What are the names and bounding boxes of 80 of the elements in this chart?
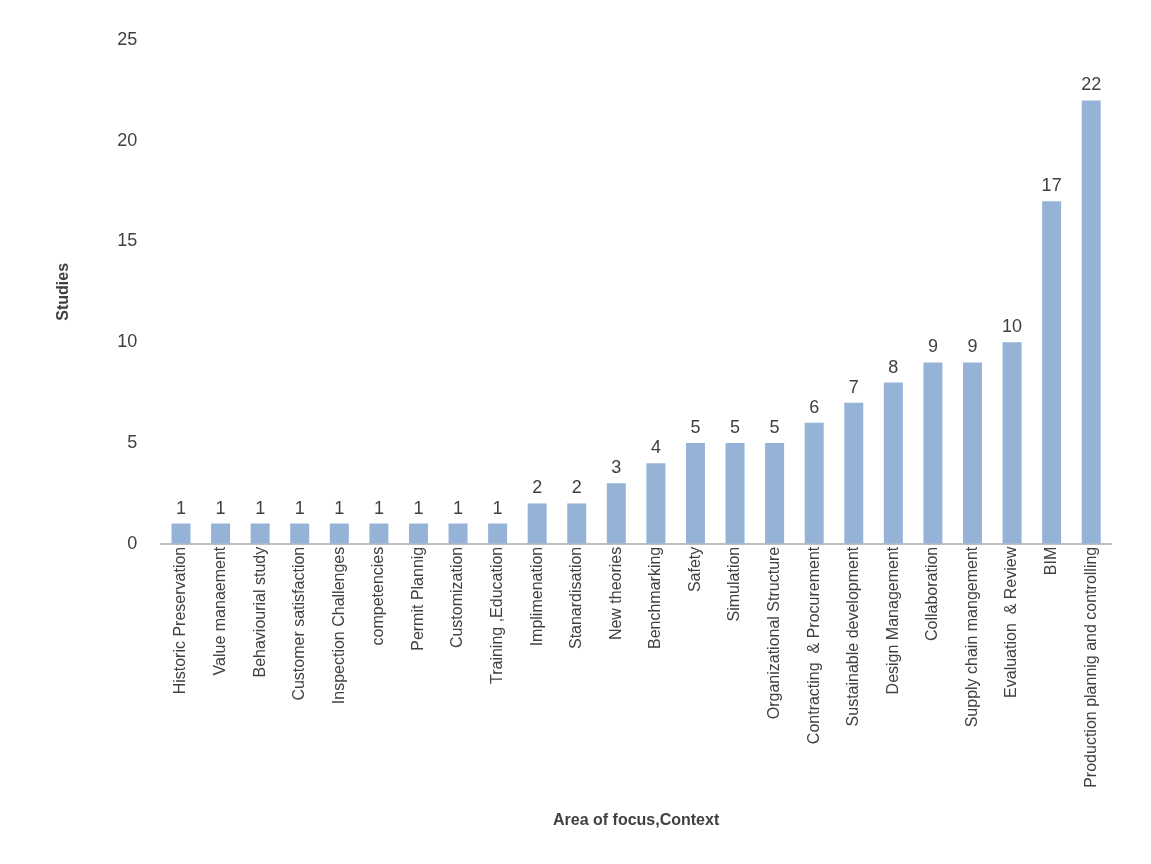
data-label: 7 bbox=[848, 376, 859, 397]
bar bbox=[211, 523, 231, 544]
data-label: 9 bbox=[927, 336, 938, 357]
bar bbox=[725, 443, 745, 544]
bar bbox=[448, 523, 468, 544]
x-tick-label: Stanardisation bbox=[567, 546, 585, 650]
bar bbox=[765, 443, 785, 544]
bar bbox=[844, 402, 864, 544]
x-axis-title: Area of focus,Context bbox=[552, 810, 720, 828]
data-label: 1 bbox=[453, 497, 464, 518]
bar bbox=[1002, 342, 1022, 544]
data-label: 5 bbox=[730, 416, 741, 437]
x-tick-label: Safety bbox=[685, 546, 703, 593]
x-tick-label: Benchmarking bbox=[646, 546, 664, 650]
data-label: 1 bbox=[334, 497, 345, 518]
y-tick-label: 20 bbox=[117, 129, 138, 150]
bar bbox=[527, 503, 547, 544]
y-tick-label: 0 bbox=[127, 532, 138, 553]
x-tick-label: Customization bbox=[448, 546, 466, 649]
x-tick-label: Behaviourial study bbox=[250, 546, 268, 678]
bar bbox=[408, 523, 428, 544]
y-tick-label: 10 bbox=[117, 331, 138, 352]
bar bbox=[606, 483, 626, 544]
x-tick-label: Historic Preservation bbox=[171, 546, 189, 695]
data-label: 1 bbox=[373, 497, 384, 518]
data-label: 2 bbox=[571, 477, 582, 498]
x-tick-label: Production plannig and controlling bbox=[1081, 546, 1099, 788]
x-tick-label: Implimenation bbox=[527, 546, 545, 647]
bar bbox=[804, 422, 824, 544]
bar bbox=[1081, 100, 1101, 544]
x-tick-label: Supply chain mangement bbox=[962, 546, 980, 728]
data-label: 8 bbox=[888, 356, 899, 377]
bar bbox=[962, 362, 982, 544]
x-tick-label: Inspection Challenges bbox=[329, 546, 347, 705]
x-tick-label: Permit Plannig bbox=[408, 546, 426, 651]
bar bbox=[369, 523, 389, 544]
data-label: 9 bbox=[967, 336, 978, 357]
x-tick-label: Contracting & Procurement bbox=[804, 546, 822, 745]
y-axis-title: Studies bbox=[54, 262, 72, 321]
x-tick-label: BIM bbox=[1042, 546, 1060, 576]
x-tick-label: New theories bbox=[606, 546, 624, 641]
x-tick-label: competencies bbox=[369, 546, 387, 646]
bar bbox=[329, 523, 349, 544]
x-tick-label: Simulation bbox=[725, 546, 743, 622]
data-label: 1 bbox=[176, 497, 187, 518]
x-tick-label: Value manaement bbox=[210, 546, 228, 676]
data-label: 1 bbox=[294, 497, 305, 518]
data-label: 17 bbox=[1041, 175, 1062, 196]
x-tick-label: Customer satisfaction bbox=[290, 546, 308, 701]
data-label: 6 bbox=[809, 396, 820, 417]
x-tick-label: Sustainable development bbox=[844, 546, 862, 727]
data-label: 3 bbox=[611, 457, 622, 478]
bar bbox=[567, 503, 587, 544]
data-label: 1 bbox=[413, 497, 424, 518]
x-tick-label: Evaluation & Review bbox=[1002, 546, 1020, 698]
data-label: 4 bbox=[650, 437, 661, 458]
bar bbox=[290, 523, 310, 544]
bar bbox=[250, 523, 270, 544]
y-tick-label: 15 bbox=[117, 230, 138, 251]
bar bbox=[1042, 201, 1062, 544]
bar bbox=[488, 523, 508, 544]
bar bbox=[646, 463, 666, 544]
data-label: 1 bbox=[215, 497, 226, 518]
data-label: 1 bbox=[492, 497, 503, 518]
data-label: 22 bbox=[1081, 74, 1102, 95]
x-tick-label: Collaboration bbox=[923, 546, 941, 642]
data-label: 5 bbox=[769, 416, 780, 437]
bar bbox=[171, 523, 191, 544]
bar bbox=[923, 362, 943, 544]
y-tick-label: 25 bbox=[117, 28, 138, 49]
bar bbox=[883, 382, 903, 544]
data-label: 10 bbox=[1002, 316, 1023, 337]
bar bbox=[685, 443, 705, 544]
data-label: 1 bbox=[255, 497, 266, 518]
data-label: 5 bbox=[690, 416, 701, 437]
x-tick-label: Organizational Structure bbox=[765, 546, 783, 720]
x-tick-label: Training ,Education bbox=[488, 546, 506, 685]
data-label: 2 bbox=[532, 477, 543, 498]
x-tick-label: Design Management bbox=[883, 546, 901, 695]
y-tick-label: 5 bbox=[127, 431, 138, 452]
